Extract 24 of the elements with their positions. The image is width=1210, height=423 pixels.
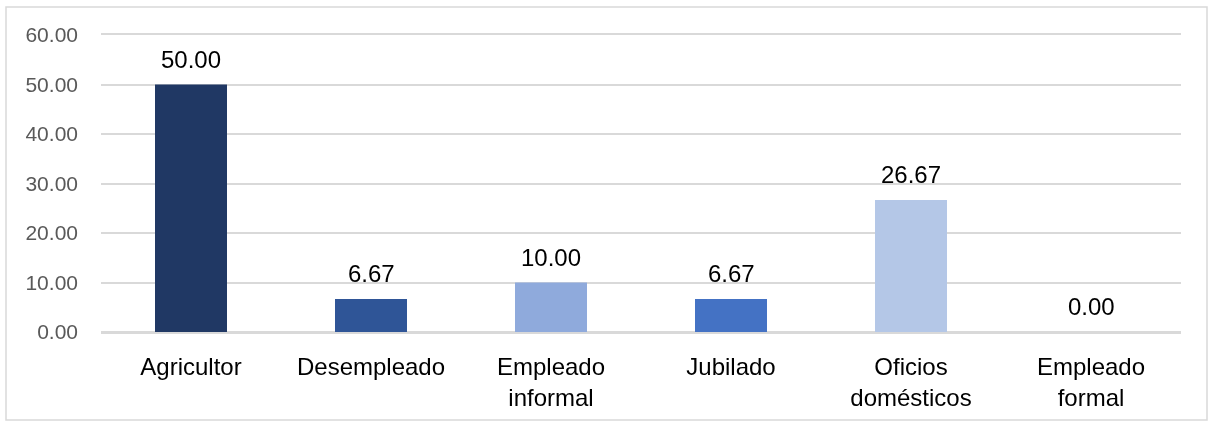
y-tick-label: 20.00	[25, 221, 78, 245]
data-label: 6.67	[348, 260, 395, 287]
x-tick-label: Agricultor	[140, 352, 242, 380]
bar	[875, 199, 947, 332]
data-label: 6.67	[708, 260, 755, 287]
x-tick-label: Desempleado	[296, 352, 446, 380]
data-label: 0.00	[1068, 293, 1115, 320]
x-tick-label: Empleado formal	[1036, 352, 1146, 411]
bar	[335, 298, 407, 332]
y-tick-label: 10.00	[25, 270, 78, 294]
x-tick-label: Oficios domésticos	[850, 352, 972, 411]
bar	[155, 84, 227, 332]
y-tick-label: 30.00	[25, 171, 78, 195]
y-tick-label: 50.00	[25, 72, 78, 96]
y-tick-label: 40.00	[25, 122, 78, 146]
data-label: 26.67	[881, 161, 942, 188]
y-tick-label: 0.00	[37, 320, 78, 344]
x-tick-label: Empleado informal	[496, 352, 606, 411]
data-label: 10.00	[521, 244, 582, 271]
bar	[515, 282, 587, 332]
x-tick-label: Jubilado	[686, 352, 776, 380]
bar	[695, 298, 767, 332]
data-label: 50.00	[161, 46, 222, 73]
y-tick-label: 60.00	[25, 23, 78, 47]
